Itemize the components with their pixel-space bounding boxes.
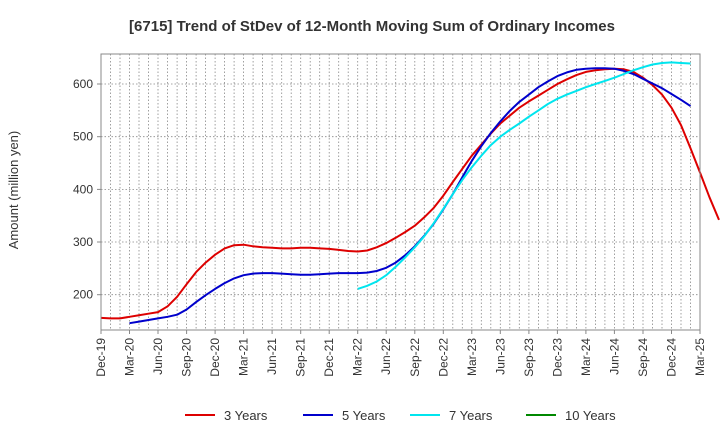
x-tick-label: Dec-24 xyxy=(665,338,679,377)
y-tick-label: 300 xyxy=(73,235,93,249)
x-tick-label: Dec-19 xyxy=(94,338,108,377)
series-line-2 xyxy=(129,67,692,325)
x-tick-label: Mar-24 xyxy=(579,338,593,376)
legend-label-1: 3 Years xyxy=(224,408,268,423)
x-tick-label: Jun-23 xyxy=(493,338,507,375)
legend-label-2: 5 Years xyxy=(342,408,386,423)
series-lines xyxy=(100,61,720,325)
grid xyxy=(101,54,700,330)
x-tick-label: Sep-20 xyxy=(180,338,194,377)
legend-label-3: 7 Years xyxy=(449,408,493,423)
x-tick-label: Dec-20 xyxy=(208,338,222,377)
y-tick-label: 400 xyxy=(73,182,93,196)
chart-title: [6715] Trend of StDev of 12-Month Moving… xyxy=(129,18,615,35)
x-tick-label: Mar-20 xyxy=(123,338,137,376)
x-tick-label: Mar-23 xyxy=(465,338,479,376)
x-tick-label: Jun-22 xyxy=(379,338,393,375)
x-tick-label: Jun-21 xyxy=(265,338,279,375)
x-tick-label: Sep-24 xyxy=(636,338,650,377)
x-tick-label: Dec-23 xyxy=(550,338,564,377)
x-tick-label: Mar-21 xyxy=(237,338,251,376)
x-tick-label: Dec-21 xyxy=(322,338,336,377)
x-tick-label: Sep-21 xyxy=(294,338,308,377)
series-line-3 xyxy=(357,61,691,290)
x-axis-ticks: Dec-19 Mar-20 Jun-20 Sep-20 Dec-20 Mar-21 Jun-… xyxy=(94,330,707,377)
x-tick-label: Mar-22 xyxy=(351,338,365,376)
y-axis-ticks: 200 300 400 500 600 xyxy=(73,77,101,302)
x-tick-label: Jun-20 xyxy=(151,338,165,375)
y-tick-label: 200 xyxy=(73,288,93,302)
y-tick-label: 600 xyxy=(73,77,93,91)
y-tick-label: 500 xyxy=(73,130,93,144)
plot-area xyxy=(101,54,700,330)
x-tick-label: Sep-22 xyxy=(408,338,422,377)
x-tick-label: Sep-23 xyxy=(522,338,536,377)
legend: 3 Years 5 Years 7 Years 10 Years xyxy=(185,408,616,423)
x-tick-label: Dec-22 xyxy=(436,338,450,377)
x-tick-label: Jun-24 xyxy=(607,338,621,375)
x-tick-label: Mar-25 xyxy=(693,338,707,376)
plot-border xyxy=(100,53,701,331)
legend-label-4: 10 Years xyxy=(565,408,616,423)
y-axis-label: Amount (million yen) xyxy=(6,131,21,250)
